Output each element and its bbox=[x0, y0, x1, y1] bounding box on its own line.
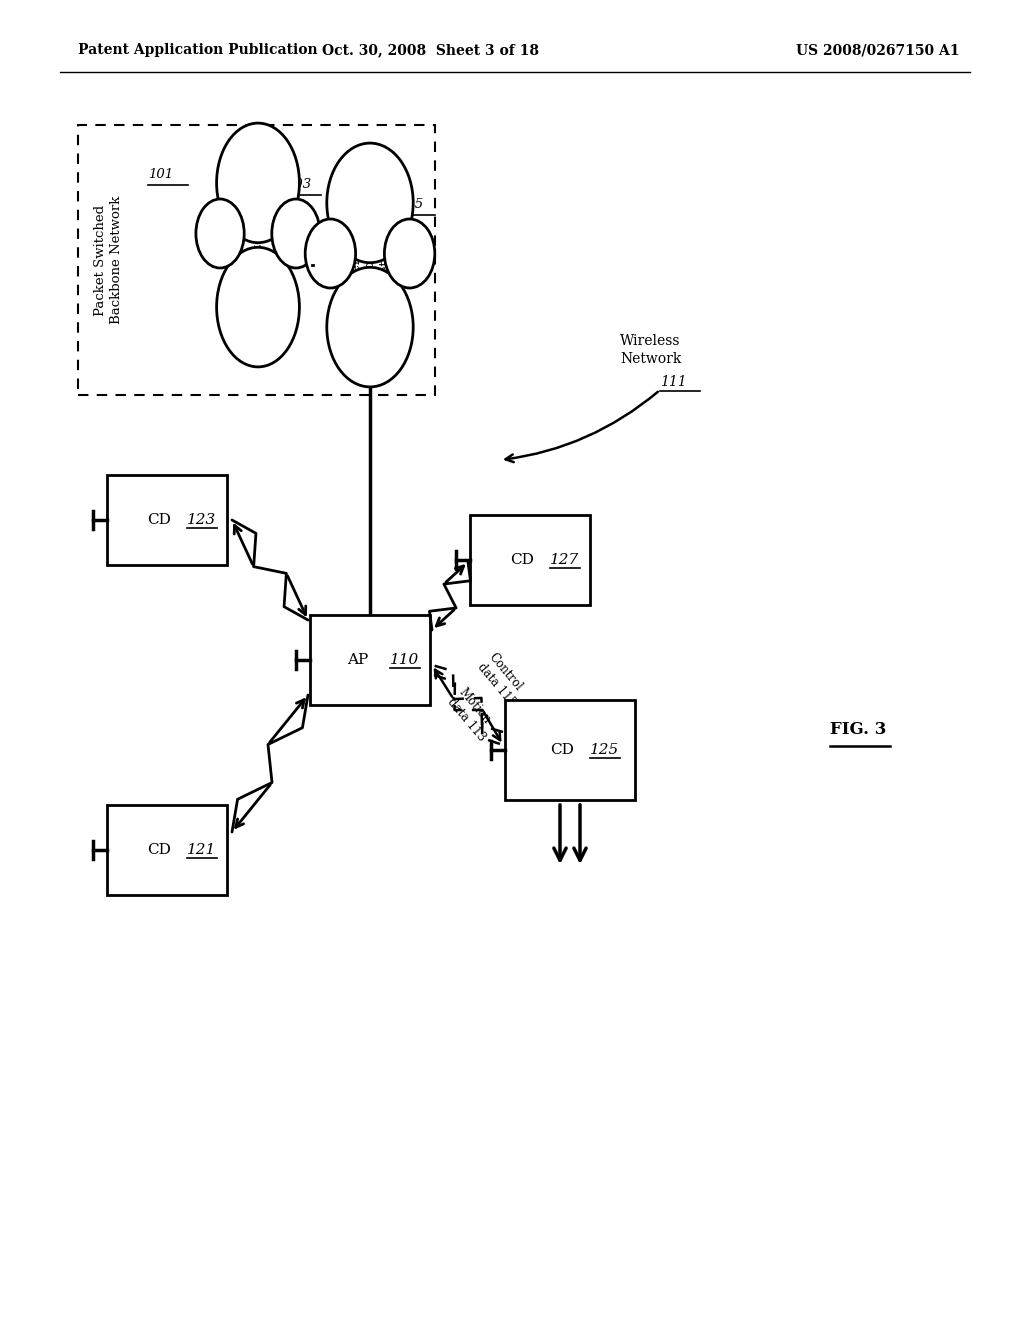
Ellipse shape bbox=[217, 247, 299, 367]
Text: Wireless
Network: Wireless Network bbox=[620, 334, 681, 366]
Text: Control
data 115: Control data 115 bbox=[475, 651, 530, 709]
Ellipse shape bbox=[305, 219, 355, 288]
Text: Motion
data 113: Motion data 113 bbox=[445, 686, 500, 744]
Text: 127: 127 bbox=[550, 553, 580, 568]
Text: 111: 111 bbox=[660, 375, 687, 389]
Text: Patent Application Publication: Patent Application Publication bbox=[78, 44, 317, 57]
Text: 105: 105 bbox=[398, 198, 423, 211]
Text: 123: 123 bbox=[187, 513, 216, 527]
Text: US 2008/0267150 A1: US 2008/0267150 A1 bbox=[797, 44, 961, 57]
Bar bbox=[470, 515, 590, 605]
Text: 110: 110 bbox=[390, 653, 419, 667]
Ellipse shape bbox=[217, 123, 299, 243]
Ellipse shape bbox=[327, 267, 414, 387]
Text: 125: 125 bbox=[590, 743, 620, 756]
Text: Oct. 30, 2008  Sheet 3 of 18: Oct. 30, 2008 Sheet 3 of 18 bbox=[322, 44, 539, 57]
Ellipse shape bbox=[196, 199, 244, 268]
Ellipse shape bbox=[327, 143, 414, 263]
Text: CD: CD bbox=[147, 843, 171, 857]
Text: Packet Switched
Backbone Network: Packet Switched Backbone Network bbox=[93, 195, 123, 325]
Bar bbox=[106, 805, 227, 895]
Text: CD: CD bbox=[550, 743, 573, 756]
Bar bbox=[505, 700, 635, 800]
Text: Internet: Internet bbox=[252, 207, 264, 263]
Text: FIG. 3: FIG. 3 bbox=[830, 722, 887, 738]
Bar bbox=[78, 125, 435, 395]
Ellipse shape bbox=[271, 199, 321, 268]
Text: 101: 101 bbox=[148, 169, 173, 181]
Bar bbox=[310, 615, 430, 705]
Bar bbox=[106, 475, 227, 565]
Text: CD: CD bbox=[510, 553, 534, 568]
Text: 121: 121 bbox=[187, 843, 216, 857]
Ellipse shape bbox=[384, 219, 435, 288]
Text: AP: AP bbox=[347, 653, 369, 667]
Text: CD: CD bbox=[147, 513, 171, 527]
Text: Service
Provider
Network: Service Provider Network bbox=[348, 227, 391, 282]
Text: 103: 103 bbox=[286, 178, 311, 191]
